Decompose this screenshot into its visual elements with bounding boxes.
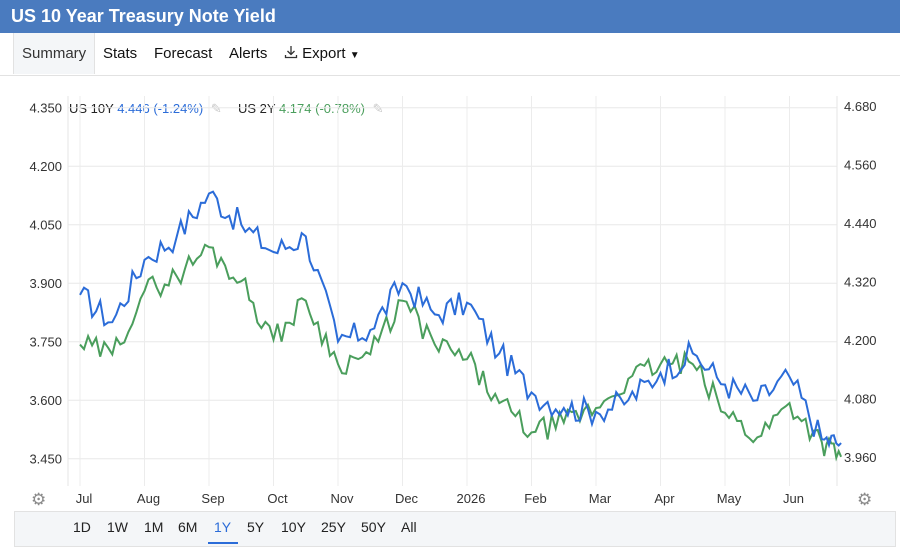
x-tick-label: May (717, 491, 742, 506)
tab-bar: Summary Stats Forecast Alerts Export ▼ (0, 33, 900, 76)
settings-gear-icon[interactable]: ⚙ (857, 490, 873, 509)
yield-chart: 4.350 4.200 4.050 3.900 3.750 3.600 3.450 4.68… (29, 96, 877, 506)
x-tick-label: Dec (395, 491, 419, 506)
range-50y[interactable]: 50Y (361, 519, 386, 535)
us2y-line (79, 243, 843, 462)
range-1m[interactable]: 1M (144, 519, 164, 535)
download-icon (284, 46, 298, 59)
tab-stats[interactable]: Stats (103, 45, 138, 62)
y-left-tick-label: 3.900 (29, 276, 62, 291)
y-right-tick-label: 4.560 (844, 157, 877, 172)
y-right-tick-label: 4.680 (844, 99, 877, 114)
y-right-tick-label: 4.200 (844, 333, 877, 348)
tab-export-label: Export (302, 45, 346, 62)
range-1y[interactable]: 1Y (214, 519, 232, 535)
range-1w[interactable]: 1W (107, 519, 128, 535)
y-right-tick-label: 4.080 (844, 391, 877, 406)
selected-range-indicator (208, 542, 238, 544)
x-tick-label: Jun (783, 491, 804, 506)
x-tick-label: Mar (589, 491, 612, 506)
x-tick-label: Oct (267, 491, 288, 506)
tab-alerts[interactable]: Alerts (229, 45, 268, 62)
range-bar: 1D 1W 1M 6M 1Y 5Y 10Y 25Y 50Y All (14, 511, 896, 547)
title-bar: US 10 Year Treasury Note Yield (0, 0, 900, 33)
range-5y[interactable]: 5Y (247, 519, 265, 535)
y-left-tick-label: 4.050 (29, 218, 62, 233)
y-left-tick-label: 4.350 (29, 101, 62, 116)
page-title: US 10 Year Treasury Note Yield (11, 6, 276, 26)
caret-down-icon: ▼ (349, 50, 360, 61)
x-tick-label: Apr (654, 491, 675, 506)
y-right-tick-label: 3.960 (844, 450, 877, 465)
range-25y[interactable]: 25Y (321, 519, 346, 535)
legend-us10y-value: 4.446 (-1.24%) (117, 101, 204, 116)
legend-us2y-name: US 2Y (238, 101, 276, 116)
range-1d[interactable]: 1D (73, 519, 91, 535)
pencil-icon[interactable]: ✎ (372, 101, 384, 116)
legend-us2y: US 2Y 4.174 (-0.78%) ✎ (238, 101, 384, 117)
y-right-tick-label: 4.440 (844, 216, 877, 231)
x-tick-label: Feb (524, 491, 546, 506)
tab-forecast[interactable]: Forecast (154, 45, 213, 62)
x-tick-label: Sep (201, 491, 224, 506)
x-tick-label: Aug (137, 491, 160, 506)
legend-us2y-value: 4.174 (-0.78%) (278, 101, 365, 116)
us10y-line (79, 190, 842, 449)
pencil-icon[interactable]: ✎ (210, 101, 222, 116)
y-right-tick-label: 4.320 (844, 274, 877, 289)
y-left-tick-label: 3.450 (29, 452, 62, 467)
y-left-tick-label: 4.200 (29, 159, 62, 174)
range-6m[interactable]: 6M (178, 519, 198, 535)
y-left-tick-label: 3.600 (29, 393, 62, 408)
tab-summary[interactable]: Summary (13, 33, 96, 74)
y-left-tick-label: 3.750 (29, 335, 62, 350)
x-tick-label: 2026 (457, 491, 486, 506)
tab-export[interactable]: Export ▼ (284, 33, 360, 74)
x-tick-label: Nov (330, 491, 354, 506)
settings-gear-icon[interactable]: ⚙ (31, 490, 47, 509)
x-tick-label: Jul (76, 491, 93, 506)
range-10y[interactable]: 10Y (281, 519, 306, 535)
range-all[interactable]: All (401, 519, 417, 535)
